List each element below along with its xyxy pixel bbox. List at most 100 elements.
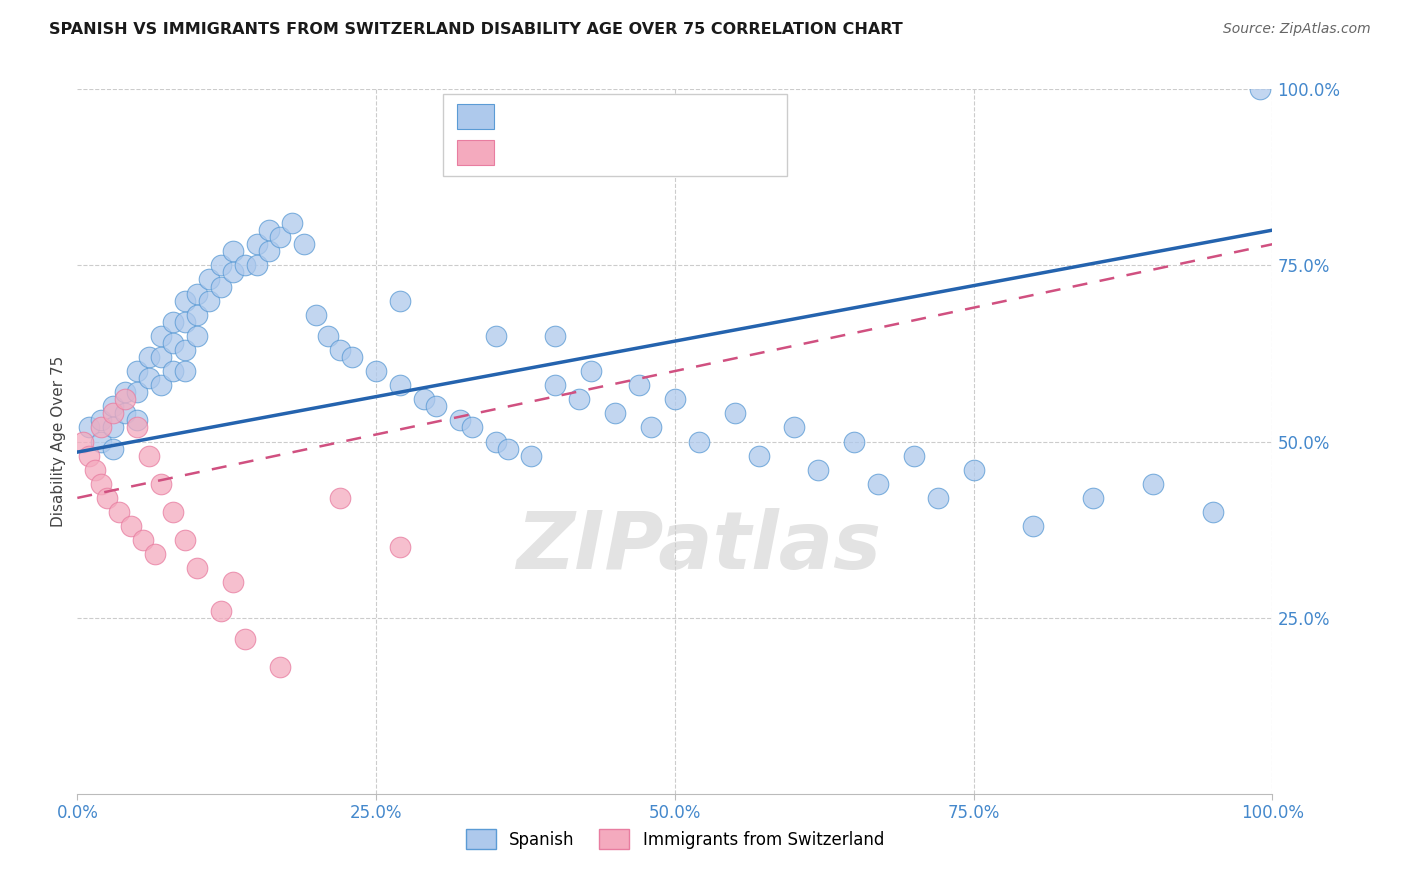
Point (485, 328, 508, 343)
Point (461, 420, 484, 434)
Point (197, 272, 219, 286)
Legend: Spanish, Immigrants from Switzerland: Spanish, Immigrants from Switzerland (458, 822, 891, 856)
Point (108, 505, 131, 519)
Point (1083, 491, 1105, 505)
Text: N = 24: N = 24 (661, 144, 728, 161)
Point (233, 632, 256, 646)
Point (605, 406, 627, 420)
Point (103, 406, 124, 420)
Point (79, 420, 101, 434)
Point (103, 420, 124, 434)
Point (90, 420, 112, 434)
Point (150, 328, 173, 343)
Point (724, 406, 747, 420)
Point (520, 449, 543, 463)
Point (246, 258, 269, 272)
Point (197, 293, 219, 308)
Point (305, 308, 328, 322)
Point (209, 604, 232, 618)
Point (1202, 505, 1225, 519)
Text: SPANISH VS IMMIGRANTS FROM SWITZERLAND DISABILITY AGE OVER 75 CORRELATION CHART: SPANISH VS IMMIGRANTS FROM SWITZERLAND D… (49, 22, 903, 37)
Point (342, 350, 364, 364)
Point (257, 223, 280, 237)
Point (568, 392, 591, 407)
Point (162, 364, 184, 378)
Point (413, 392, 436, 407)
Point (138, 449, 160, 463)
Point (114, 392, 136, 407)
Point (963, 463, 986, 477)
Point (748, 449, 770, 463)
Point (640, 420, 662, 434)
Point (79, 449, 101, 463)
Point (114, 406, 136, 420)
Point (664, 392, 686, 407)
Point (222, 244, 245, 259)
Text: ZIPatlas: ZIPatlas (516, 508, 882, 586)
Point (496, 442, 519, 456)
Point (186, 561, 208, 575)
Point (127, 364, 149, 378)
Point (90, 413, 112, 427)
Point (174, 364, 197, 378)
Point (186, 328, 208, 343)
Point (388, 293, 412, 308)
Point (927, 491, 949, 505)
Text: R = 0.26: R = 0.26 (503, 144, 589, 161)
Point (209, 279, 232, 293)
Point (103, 399, 124, 413)
Point (688, 434, 710, 449)
Point (103, 442, 124, 456)
Point (127, 413, 149, 427)
Point (844, 434, 866, 449)
Point (270, 230, 292, 244)
Point (281, 216, 304, 230)
Point (114, 385, 136, 400)
Point (209, 258, 232, 272)
Point (174, 533, 197, 548)
Point (388, 540, 412, 554)
Point (318, 328, 340, 343)
Point (186, 286, 208, 301)
Point (138, 371, 160, 385)
Point (868, 476, 890, 491)
Text: R = 0.327: R = 0.327 (503, 108, 602, 126)
Point (1022, 519, 1045, 533)
Point (222, 265, 245, 279)
Point (257, 244, 280, 259)
Point (138, 350, 160, 364)
Point (485, 434, 508, 449)
Point (329, 491, 352, 505)
Point (84, 463, 107, 477)
Point (132, 533, 155, 548)
Point (162, 505, 184, 519)
Point (186, 308, 208, 322)
Point (628, 378, 651, 392)
Point (162, 315, 184, 329)
Point (96, 491, 118, 505)
Point (1250, 82, 1272, 96)
Point (544, 378, 567, 392)
Y-axis label: Disability Age Over 75: Disability Age Over 75 (51, 356, 66, 527)
Point (90, 476, 112, 491)
Point (329, 343, 352, 357)
Point (544, 328, 567, 343)
Point (120, 519, 142, 533)
Point (150, 476, 173, 491)
Point (162, 335, 184, 350)
Point (174, 293, 197, 308)
Point (127, 385, 149, 400)
Point (270, 660, 292, 674)
Point (581, 364, 603, 378)
Point (783, 420, 806, 434)
Point (150, 378, 173, 392)
Point (174, 315, 197, 329)
Point (807, 463, 830, 477)
Point (233, 258, 256, 272)
Point (150, 350, 173, 364)
Point (388, 378, 412, 392)
Text: N = 79: N = 79 (661, 108, 728, 126)
Point (366, 364, 388, 378)
Point (143, 547, 166, 561)
Point (425, 399, 447, 413)
